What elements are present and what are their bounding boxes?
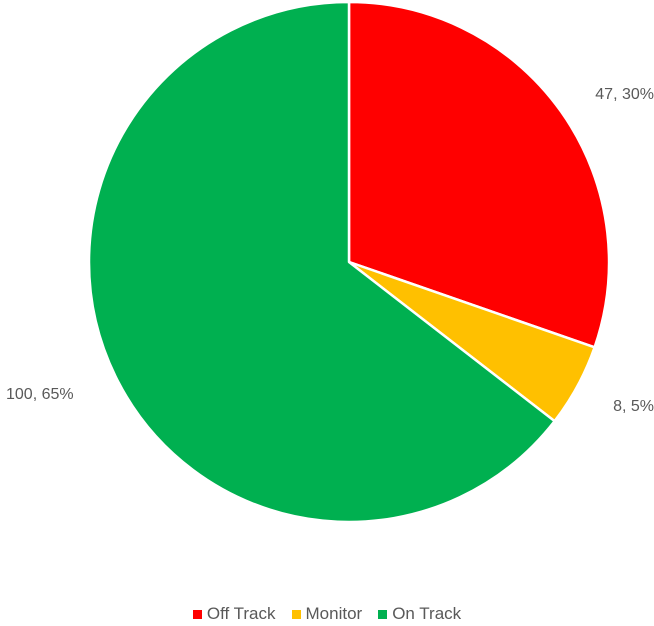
legend: Off Track Monitor On Track: [0, 604, 654, 624]
pie-slice-off-track: [347, 0, 611, 349]
pie-slices: [87, 0, 611, 524]
legend-swatch-monitor: [291, 609, 301, 619]
legend-label-monitor: Monitor: [305, 604, 363, 623]
pie-data-labels: 47, 30% 8, 5% 100, 65%: [6, 86, 654, 415]
legend-swatch-on-track: [378, 609, 388, 619]
legend-swatch-off-track: [192, 609, 202, 619]
data-label-off-track: 47, 30%: [595, 86, 654, 103]
pie-slice-on-track: [87, 0, 556, 524]
legend-item-off-track: Off Track: [192, 604, 276, 624]
legend-label-on-track: On Track: [392, 604, 462, 623]
data-label-on-track: 100, 65%: [6, 386, 74, 403]
legend-item-on-track: On Track: [378, 604, 461, 624]
legend-item-monitor: Monitor: [291, 604, 363, 624]
legend-label-off-track: Off Track: [206, 604, 276, 623]
data-label-monitor: 8, 5%: [613, 398, 654, 415]
